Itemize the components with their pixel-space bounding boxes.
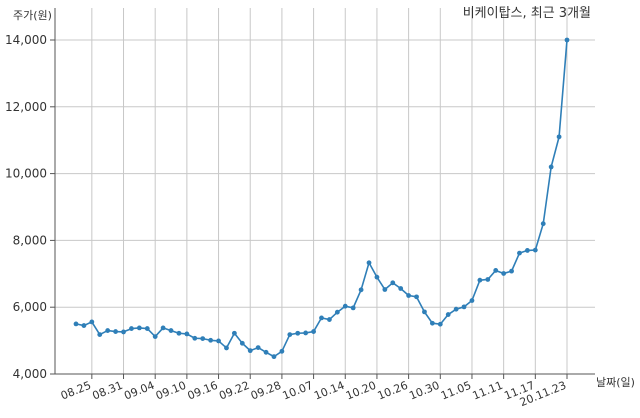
data-point: [548, 164, 554, 170]
data-point: [73, 321, 79, 327]
x-tick-label: 10.07: [281, 379, 315, 403]
data-point: [113, 329, 118, 334]
x-tick-label: 08.31: [91, 379, 125, 403]
data-point: [398, 286, 404, 291]
x-tick-label: 10.14: [312, 379, 346, 403]
y-tick-label: 14,000: [5, 33, 47, 47]
data-point: [429, 320, 435, 326]
data-point: [485, 277, 491, 282]
data-point: [160, 325, 166, 331]
price-line: [75, 39, 568, 358]
data-point: [525, 248, 530, 253]
data-point: [493, 268, 499, 273]
data-point: [422, 309, 427, 315]
y-tick-label: 12,000: [5, 100, 47, 114]
data-point: [184, 331, 190, 337]
data-point: [89, 319, 95, 325]
data-point: [350, 305, 356, 311]
x-axis-label: 날짜(일): [596, 375, 635, 389]
data-point: [279, 348, 285, 354]
data-point: [255, 345, 261, 351]
y-tick-label: 6,000: [13, 300, 47, 314]
chart-title: 비케이탑스, 최근 3개월: [463, 6, 591, 21]
data-point: [477, 277, 483, 283]
axis-layer: [50, 8, 595, 379]
data-point: [366, 260, 372, 266]
data-point: [556, 134, 562, 140]
data-point: [437, 321, 443, 327]
data-point: [176, 330, 182, 336]
data-point: [509, 268, 514, 274]
x-tick-label: 10.20: [344, 379, 378, 403]
x-tick-label: 09.28: [249, 379, 283, 403]
data-point: [97, 332, 103, 337]
data-point: [129, 326, 134, 331]
line-layer: [75, 39, 568, 358]
data-point: [208, 337, 214, 343]
data-point: [406, 293, 412, 298]
data-point: [295, 330, 301, 336]
data-point: [247, 348, 253, 354]
x-tick-label: 09.16: [186, 379, 220, 403]
data-point: [517, 250, 522, 256]
data-point: [200, 336, 206, 341]
data-point: [81, 323, 87, 328]
data-point: [374, 274, 380, 280]
data-point: [382, 287, 388, 292]
label-layer: 4,000 6,000 8,000 10,000 12,000 14,000 08.2508…: [5, 33, 568, 409]
y-tick-label: 4,000: [13, 367, 47, 381]
data-point: [303, 330, 309, 336]
data-point: [192, 335, 198, 341]
data-point: [287, 332, 293, 337]
data-point: [532, 247, 538, 253]
data-point: [136, 325, 142, 331]
x-tick-label: 09.10: [154, 379, 188, 403]
data-point: [327, 317, 332, 322]
grid-layer: [55, 8, 595, 375]
data-point: [168, 328, 174, 333]
data-point: [540, 221, 546, 227]
data-point: [231, 330, 237, 336]
data-point: [501, 271, 507, 276]
y-tick-label: 10,000: [5, 167, 47, 181]
x-tick-label: 10.26: [376, 379, 410, 403]
x-tick-label: 11.11: [471, 379, 505, 403]
x-tick-label: 11.05: [439, 379, 473, 403]
x-tick-label: 08.25: [59, 379, 93, 403]
data-point: [271, 354, 277, 360]
data-point: [224, 345, 229, 351]
data-point: [358, 287, 364, 293]
data-point: [414, 294, 419, 300]
data-point: [152, 334, 158, 339]
data-point: [121, 329, 126, 335]
x-tick-label: 09.04: [122, 379, 156, 403]
data-point: [469, 298, 475, 303]
data-point: [453, 306, 459, 312]
y-axis-label: 주가(원): [13, 9, 52, 22]
x-tick-label: 09.22: [217, 379, 251, 403]
data-point: [144, 326, 150, 331]
data-point: [445, 312, 451, 317]
data-point: [239, 340, 245, 346]
data-point: [390, 280, 396, 286]
data-point: [263, 349, 269, 355]
point-layer: [73, 37, 570, 360]
y-tick-label: 8,000: [13, 233, 47, 247]
data-point: [319, 315, 324, 321]
x-tick-label: 10.30: [407, 379, 441, 403]
data-point: [105, 328, 111, 333]
data-point: [334, 309, 340, 315]
data-point: [461, 304, 467, 310]
data-point: [564, 37, 570, 43]
data-point: [216, 338, 221, 344]
data-point: [311, 329, 316, 334]
data-point: [342, 303, 348, 309]
